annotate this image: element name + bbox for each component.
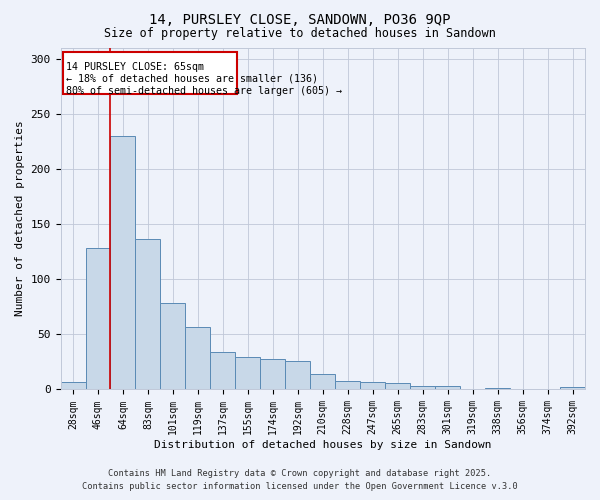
Bar xyxy=(136,240,160,390)
Bar xyxy=(86,248,110,390)
Bar xyxy=(310,374,335,390)
Bar xyxy=(385,383,410,390)
Text: Size of property relative to detached houses in Sandown: Size of property relative to detached ho… xyxy=(104,28,496,40)
Bar xyxy=(435,386,460,390)
Bar xyxy=(410,386,435,390)
Bar xyxy=(335,380,360,390)
Text: Contains HM Land Registry data © Crown copyright and database right 2025.
Contai: Contains HM Land Registry data © Crown c… xyxy=(82,470,518,491)
Bar xyxy=(260,358,286,390)
Bar xyxy=(160,304,185,390)
X-axis label: Distribution of detached houses by size in Sandown: Distribution of detached houses by size … xyxy=(154,440,491,450)
Text: 80% of semi-detached houses are larger (605) →: 80% of semi-detached houses are larger (… xyxy=(66,86,342,96)
Bar xyxy=(110,136,136,390)
Bar xyxy=(235,358,260,390)
Text: ← 18% of detached houses are smaller (136): ← 18% of detached houses are smaller (13… xyxy=(66,74,318,84)
Bar xyxy=(286,361,310,390)
Bar xyxy=(485,388,510,390)
Bar xyxy=(61,382,86,390)
Bar xyxy=(211,352,235,390)
Bar xyxy=(62,52,238,94)
Bar xyxy=(185,326,211,390)
Bar xyxy=(560,388,585,390)
Text: 14 PURSLEY CLOSE: 65sqm: 14 PURSLEY CLOSE: 65sqm xyxy=(66,62,204,72)
Bar xyxy=(360,382,385,390)
Text: 14, PURSLEY CLOSE, SANDOWN, PO36 9QP: 14, PURSLEY CLOSE, SANDOWN, PO36 9QP xyxy=(149,12,451,26)
Y-axis label: Number of detached properties: Number of detached properties xyxy=(15,120,25,316)
